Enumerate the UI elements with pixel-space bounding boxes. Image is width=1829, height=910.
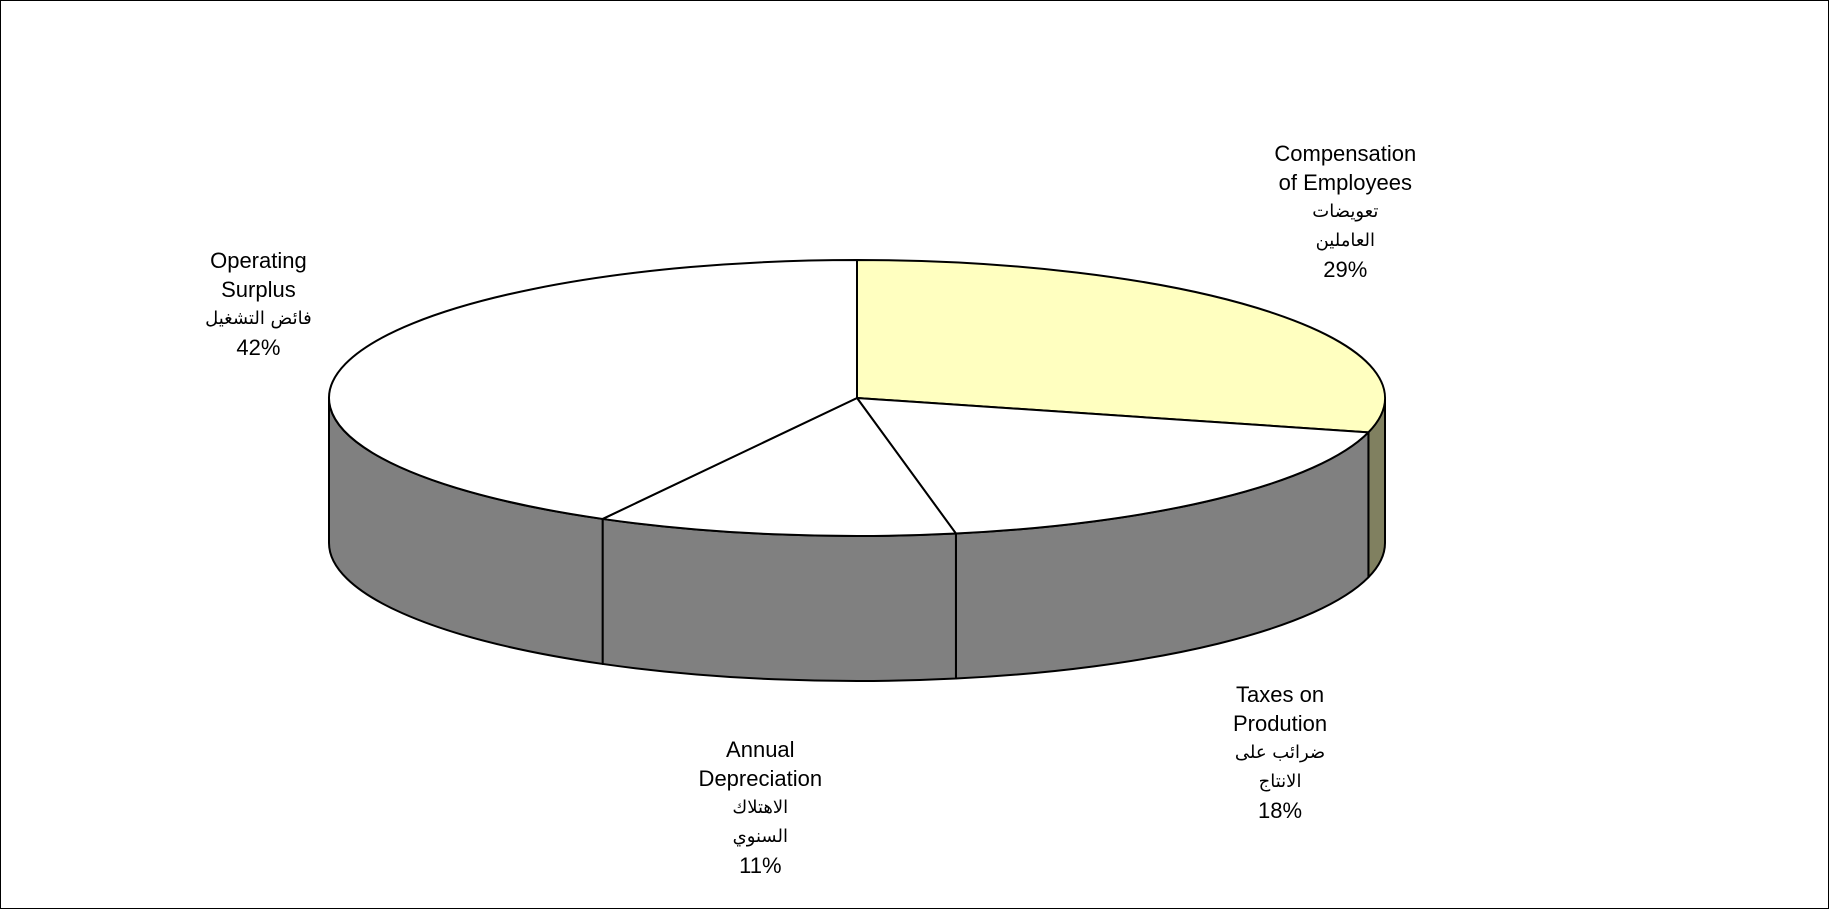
slice-label-ar-line: السنوي <box>732 826 788 848</box>
pie-slice-2 <box>601 397 957 537</box>
slice-label-ar-line: تعويضات <box>1312 201 1379 223</box>
pie-slice-1 <box>856 397 1370 535</box>
slice-label-ar-line: ضرائب على <box>1234 742 1326 764</box>
pie-slice-3 <box>328 259 858 520</box>
pie-slice-0 <box>856 259 1386 434</box>
slice-label-en-line: Taxes on <box>1236 682 1325 708</box>
slice-label-en-line: Operating <box>210 248 307 274</box>
pie-slice-side-2 <box>601 517 957 682</box>
slice-label-ar-line: العاملين <box>1315 230 1375 252</box>
slice-label-ar-line: الاهتلاك <box>732 797 789 819</box>
slice-label-en-line: Compensation <box>1274 141 1417 167</box>
slice-label-en-line: of Employees <box>1278 170 1412 196</box>
slice-label-en-line: Surplus <box>221 277 296 303</box>
slice-label-2: Annual Depreciation الاهتلاك السنوي 11% <box>699 735 823 881</box>
slice-label-ar-line: فائض التشغيل <box>205 308 312 330</box>
slice-label-en-line: Annual <box>726 737 795 763</box>
slice-label-1: Taxes on Prodution ضرائب على الانتاج 18% <box>1233 680 1327 826</box>
slice-value-label: 42% <box>236 335 281 361</box>
slice-value-label: 18% <box>1258 798 1303 824</box>
slice-value-label: 29% <box>1323 257 1368 283</box>
slice-value-label: 11% <box>739 853 782 879</box>
slice-label-ar-line: الانتاج <box>1258 771 1302 793</box>
slice-label-0: Compensation of Employees تعويضات العاملين 2… <box>1274 139 1416 285</box>
slice-label-3: Operating Surplus فائض التشغيل 42% <box>205 246 312 363</box>
slice-label-en-line: Prodution <box>1232 711 1328 737</box>
slice-label-en-line: Depreciation <box>698 766 823 792</box>
